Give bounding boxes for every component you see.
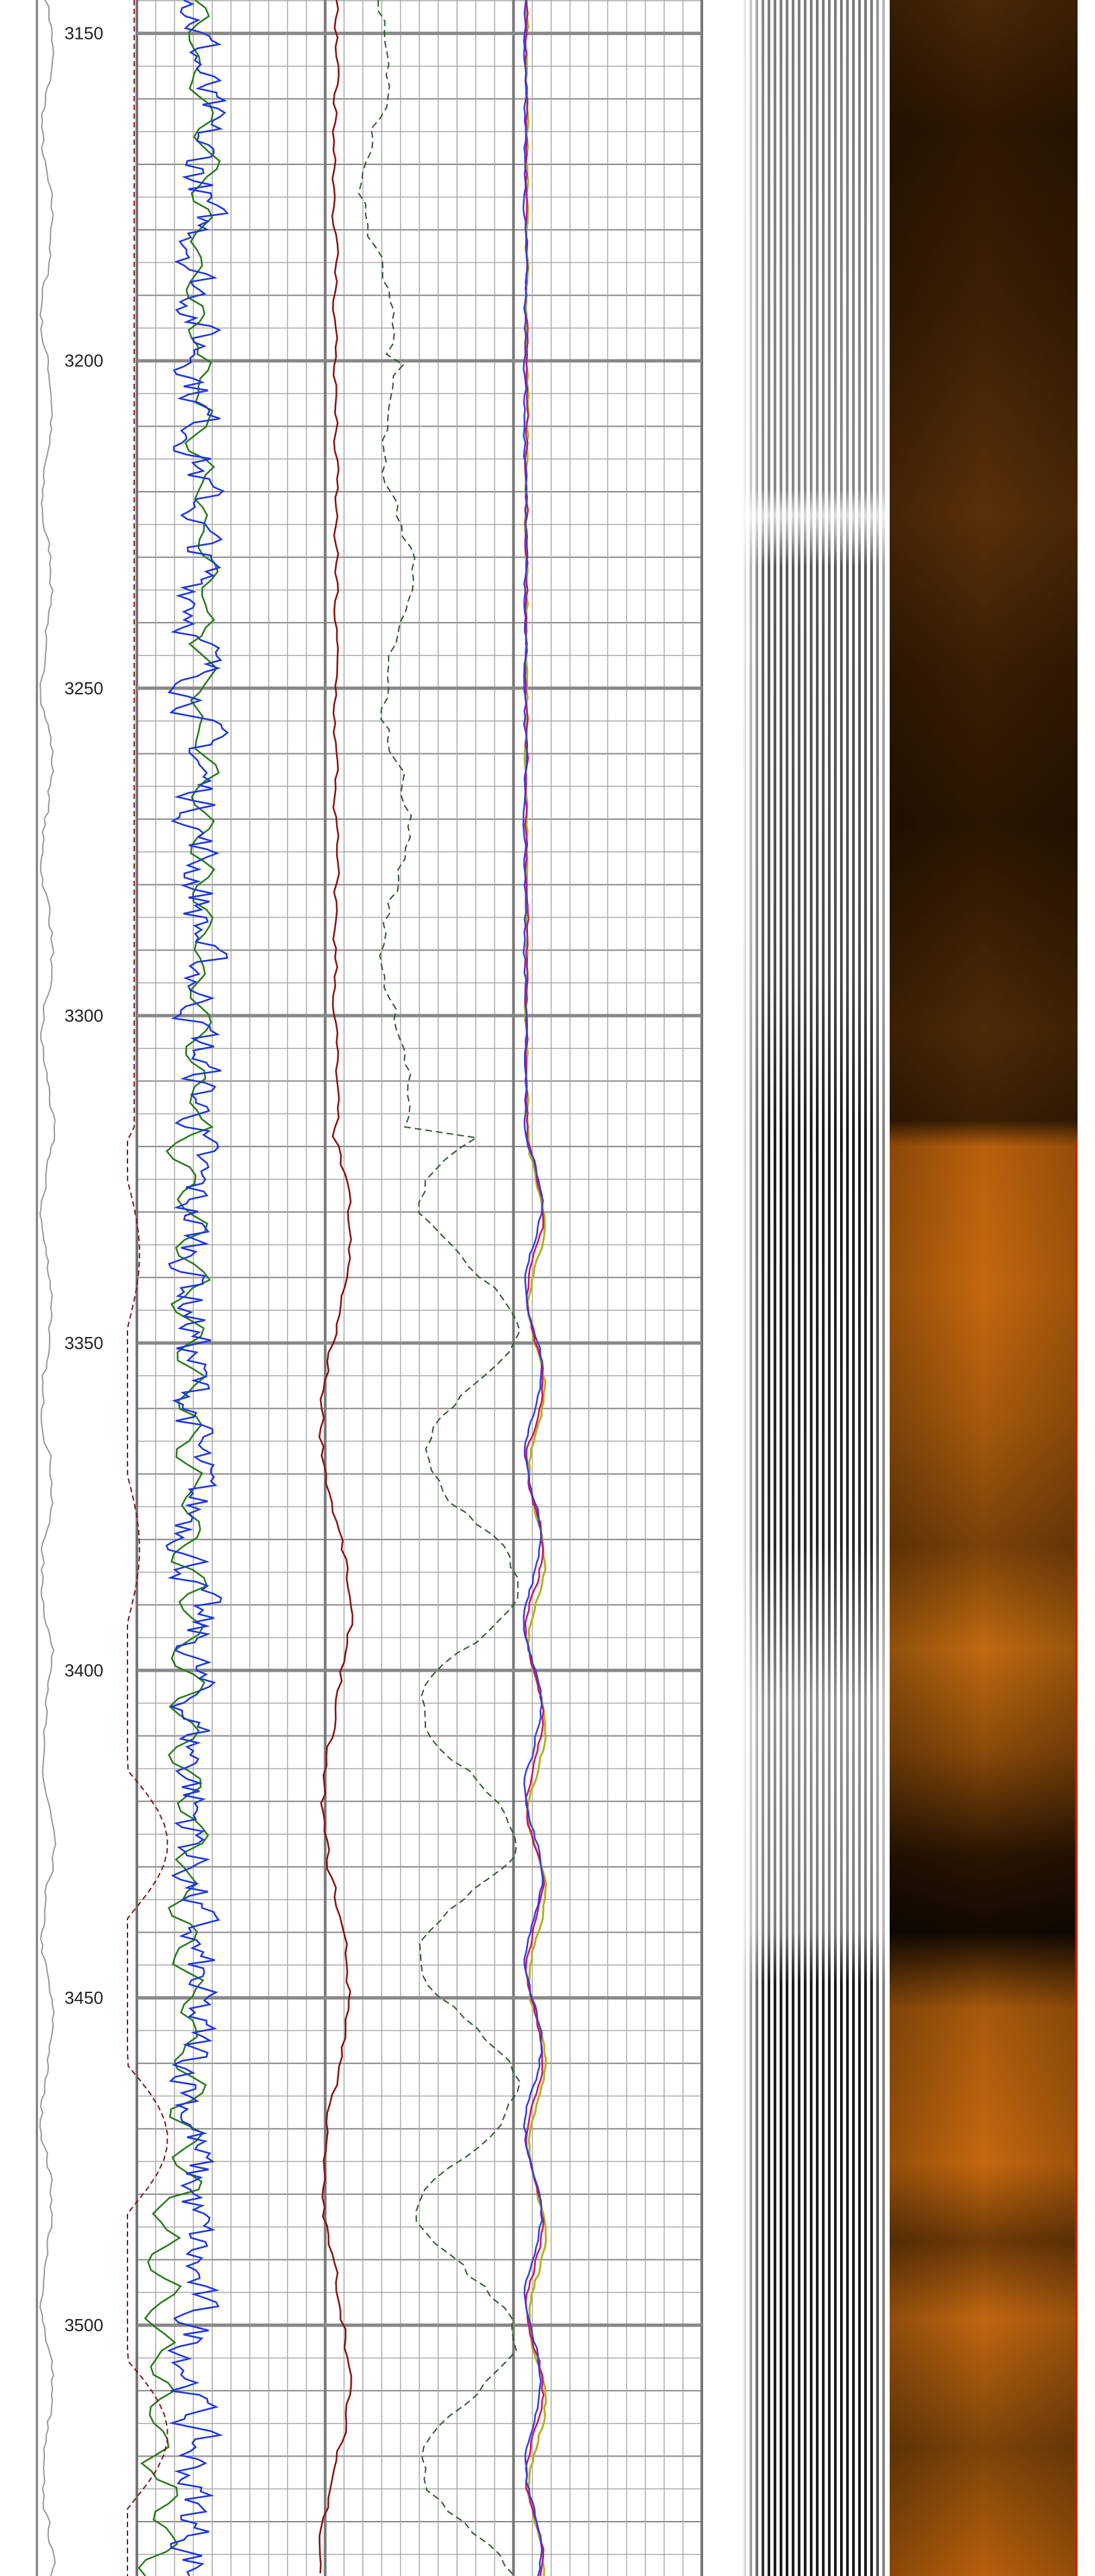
log-curve [165,0,229,2576]
log-curve [523,0,548,2576]
log-curve [127,0,168,2576]
depth-label: 3500 [64,2315,103,2335]
depth-label: 3200 [64,351,103,371]
log-curve [523,0,545,2576]
log-curve [358,0,521,2576]
depth-labels: 3150 3200 3250 3300 3350 3400 3450 3500 [64,23,103,2335]
depth-label: 3150 [64,23,103,44]
acoustic-image-edge [743,0,887,2576]
depth-label: 3450 [64,1988,103,2008]
log-curve [522,0,543,2576]
depth-label: 3300 [64,1006,103,1026]
resistivity-image-shade [890,0,1078,2576]
curves [39,0,548,2576]
grid [136,0,703,2576]
depth-label: 3400 [64,1660,103,1680]
log-curve [318,0,354,2574]
log-curve [138,0,221,2576]
depth-label: 3250 [64,678,103,698]
log-curve [39,0,56,2576]
depth-label: 3350 [64,1333,103,1353]
